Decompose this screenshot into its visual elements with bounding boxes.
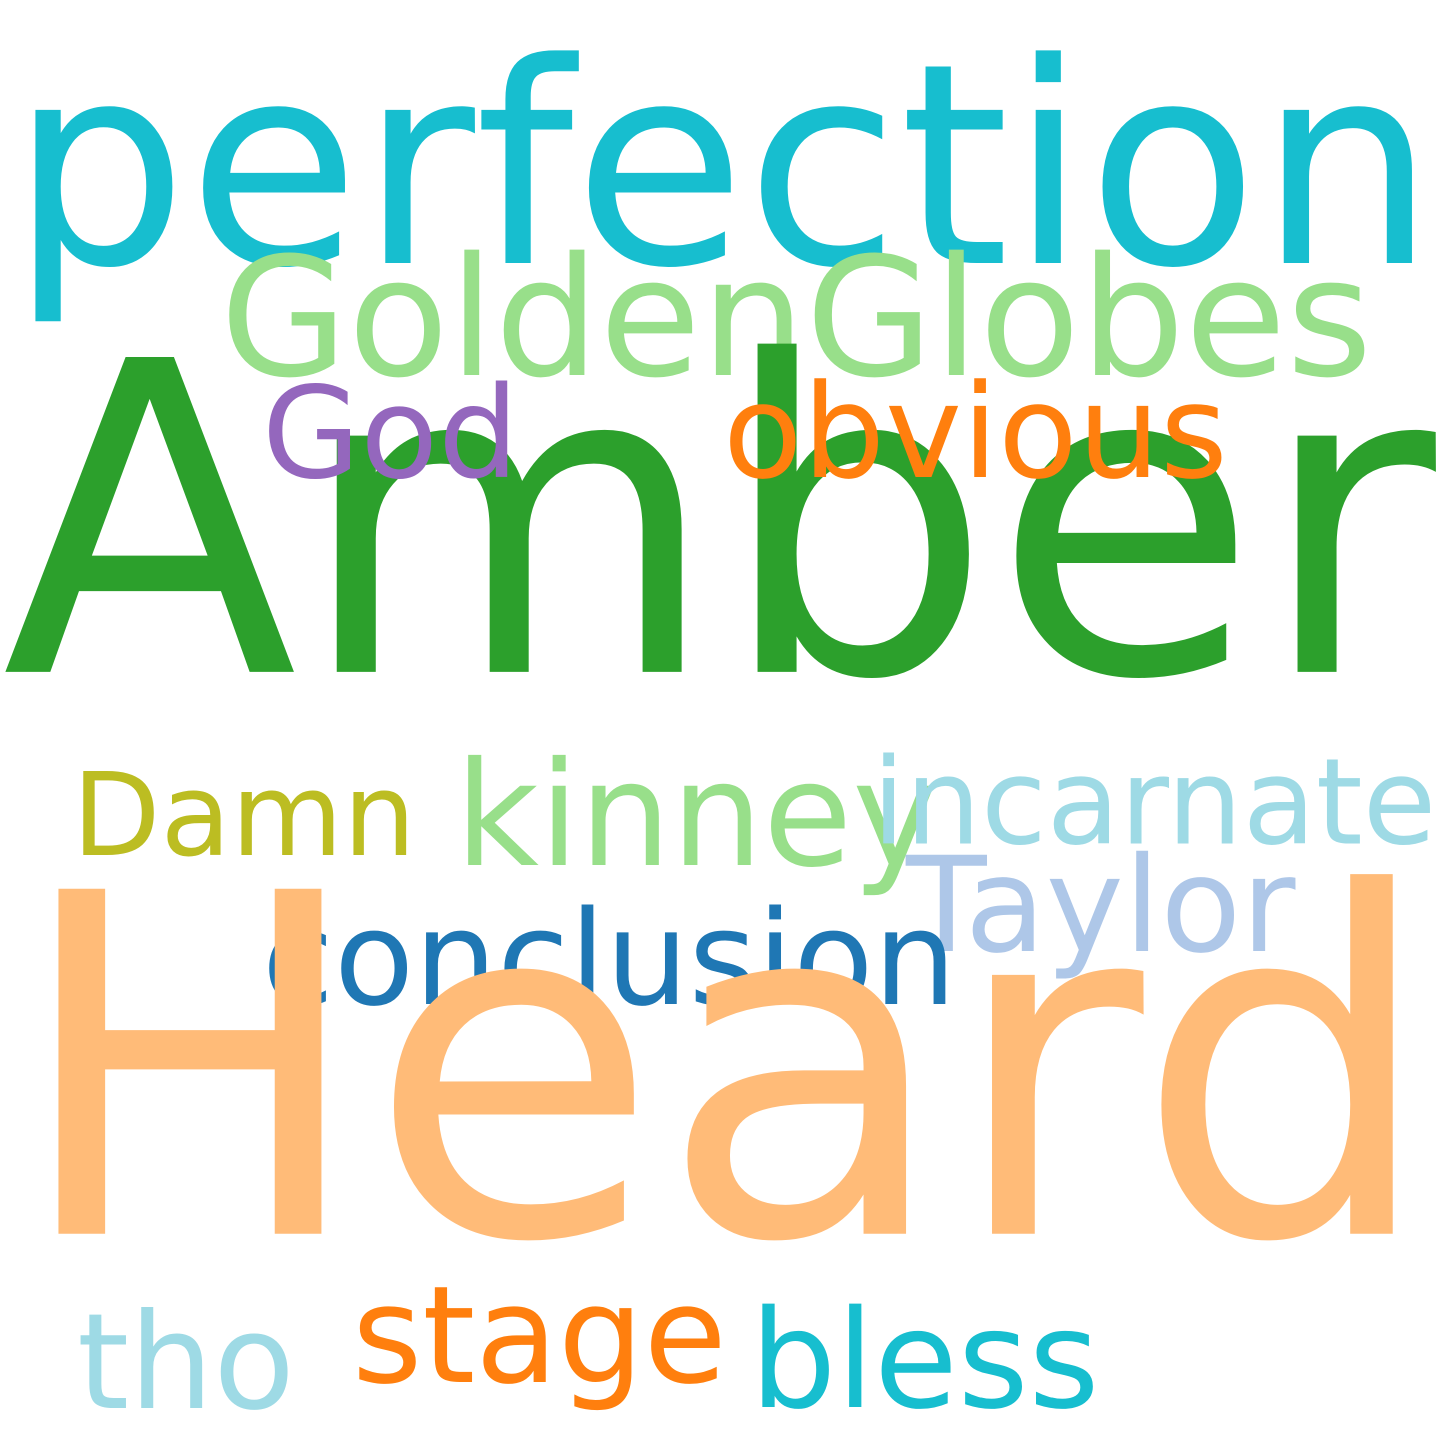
word-stage: stage [352, 1257, 727, 1414]
word-conclusion: conclusion [262, 882, 957, 1035]
word-goldenglobes: GoldenGlobes [220, 222, 1373, 414]
word-taylor: Taylor [906, 829, 1296, 983]
word-amber: Amber [2, 271, 1436, 775]
word-incarnate: incarnate [872, 733, 1437, 873]
word-heard: Heard [12, 795, 1436, 1347]
word-damn: Damn [72, 749, 416, 883]
word-perfection: perfection [10, 4, 1436, 330]
word-kinney: kinney [455, 731, 939, 900]
word-god: God [262, 359, 519, 507]
word-bless: bless [750, 1282, 1100, 1440]
word-tho: tho [77, 1286, 295, 1440]
word-obvious: obvious [723, 356, 1228, 508]
